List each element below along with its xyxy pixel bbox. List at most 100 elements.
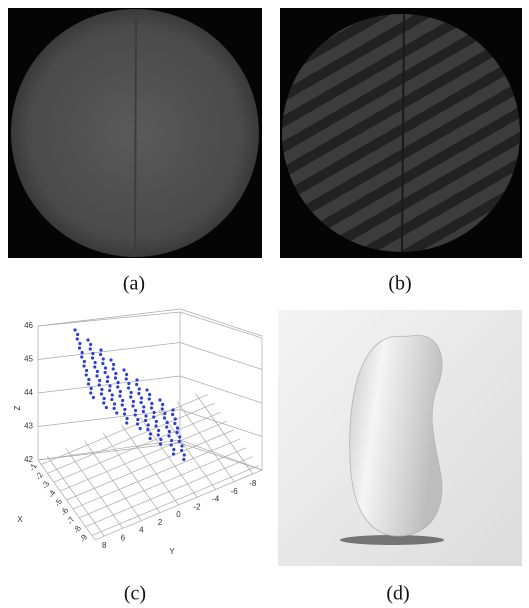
- scatter-point: [163, 416, 166, 419]
- scatter-point: [182, 458, 185, 461]
- scatter-point: [105, 406, 108, 409]
- scatter-point: [100, 392, 103, 395]
- scatter-point: [118, 394, 121, 397]
- scatter-point: [123, 412, 126, 415]
- scatter-point: [132, 400, 135, 403]
- scatter-point: [102, 401, 105, 404]
- scatter-point: [83, 360, 86, 363]
- scatter-point: [104, 366, 107, 369]
- scatter-point: [137, 392, 140, 395]
- x-axis-label: X: [17, 515, 23, 524]
- panel-label: (d): [386, 583, 409, 605]
- scatter-point: [125, 377, 128, 380]
- grid-line: [38, 443, 180, 460]
- scatter-point: [113, 407, 116, 410]
- scatter-point: [100, 388, 103, 391]
- scatter-point: [122, 368, 125, 371]
- scatter-point: [99, 348, 102, 351]
- scatter-point: [126, 417, 129, 420]
- scatter-point: [166, 421, 169, 424]
- scatter-point: [139, 427, 142, 430]
- scatter-point: [149, 432, 152, 435]
- scatter-point: [91, 356, 94, 359]
- scatter-point: [163, 412, 166, 415]
- scatter-point: [134, 413, 137, 416]
- panel-label: (c): [124, 583, 146, 605]
- y-tick-label: -4: [212, 495, 220, 504]
- grid-line: [196, 394, 253, 474]
- scatter-point: [73, 328, 76, 331]
- figure: (a) (b) 4645444342-1-2-3-4-5-6-7-8-98642…: [0, 0, 529, 608]
- scatter-point: [104, 371, 107, 374]
- scatter-point: [90, 387, 93, 390]
- y-tick-label: -2: [193, 502, 201, 511]
- scatter-point: [109, 358, 112, 361]
- scatter-point: [112, 367, 115, 370]
- scatter-point: [172, 448, 175, 451]
- scatter-point: [146, 428, 149, 431]
- grid-line: [180, 376, 262, 403]
- scatter-point: [86, 338, 89, 341]
- scatter-point: [99, 353, 102, 356]
- scatter-point: [161, 403, 164, 406]
- scatter-point: [154, 424, 157, 427]
- y-tick-label: -8: [249, 479, 257, 488]
- panel-a-image: [8, 8, 262, 258]
- scatter-point: [134, 409, 137, 412]
- grid-line: [180, 343, 262, 370]
- scatter-point: [167, 434, 170, 437]
- scatter-point: [136, 422, 139, 425]
- scatter-point: [145, 388, 148, 391]
- scatter-point: [153, 411, 156, 414]
- scatter-point: [91, 352, 94, 355]
- scatter-point: [152, 415, 155, 418]
- scatter-point: [89, 391, 92, 394]
- scatter-point: [135, 378, 138, 381]
- scatter-point: [172, 452, 175, 455]
- scatter-point: [89, 347, 92, 350]
- scatter-point: [93, 365, 96, 368]
- scatter-point: [147, 423, 150, 426]
- scatter-point: [136, 418, 139, 421]
- scatter-point: [183, 453, 186, 456]
- scatter-point: [171, 413, 174, 416]
- scatter-point: [94, 361, 97, 364]
- y-tick-label: 4: [139, 526, 144, 535]
- scatter-point: [96, 370, 99, 373]
- scatter-point: [157, 429, 160, 432]
- scatter-point: [123, 408, 126, 411]
- scatter-point: [157, 433, 160, 436]
- scatter-point: [125, 373, 128, 376]
- scatter-point: [140, 396, 143, 399]
- scatter-point: [178, 440, 181, 443]
- scatter-point: [108, 389, 111, 392]
- scatter-point: [106, 380, 109, 383]
- grid-line: [177, 402, 234, 482]
- scatter-point: [78, 346, 81, 349]
- scatter-point: [78, 342, 81, 345]
- scatter-point: [130, 391, 133, 394]
- scatter-point: [138, 387, 141, 390]
- scatter-point: [127, 382, 130, 385]
- panel-label: (b): [388, 273, 411, 295]
- scatter-point: [106, 375, 109, 378]
- scatter-point: [108, 384, 111, 387]
- z-axis-label: Z: [13, 405, 22, 410]
- scatter-point: [173, 422, 176, 425]
- scatter-point: [148, 397, 151, 400]
- scatter-point: [144, 419, 147, 422]
- grid-line: [38, 410, 180, 427]
- scatter-point: [142, 410, 145, 413]
- scatter-point: [144, 414, 147, 417]
- z-tick-label: 46: [24, 321, 33, 330]
- grid-line: [66, 448, 123, 528]
- scatter-point: [121, 403, 124, 406]
- scatter-point: [131, 404, 134, 407]
- y-tick-label: 8: [102, 541, 107, 550]
- scatter-point: [121, 399, 124, 402]
- x-tick-label: -9: [78, 533, 90, 544]
- scatter-point: [161, 407, 164, 410]
- scatter-point: [170, 443, 173, 446]
- scatter-point: [76, 337, 79, 340]
- scatter-point: [180, 444, 183, 447]
